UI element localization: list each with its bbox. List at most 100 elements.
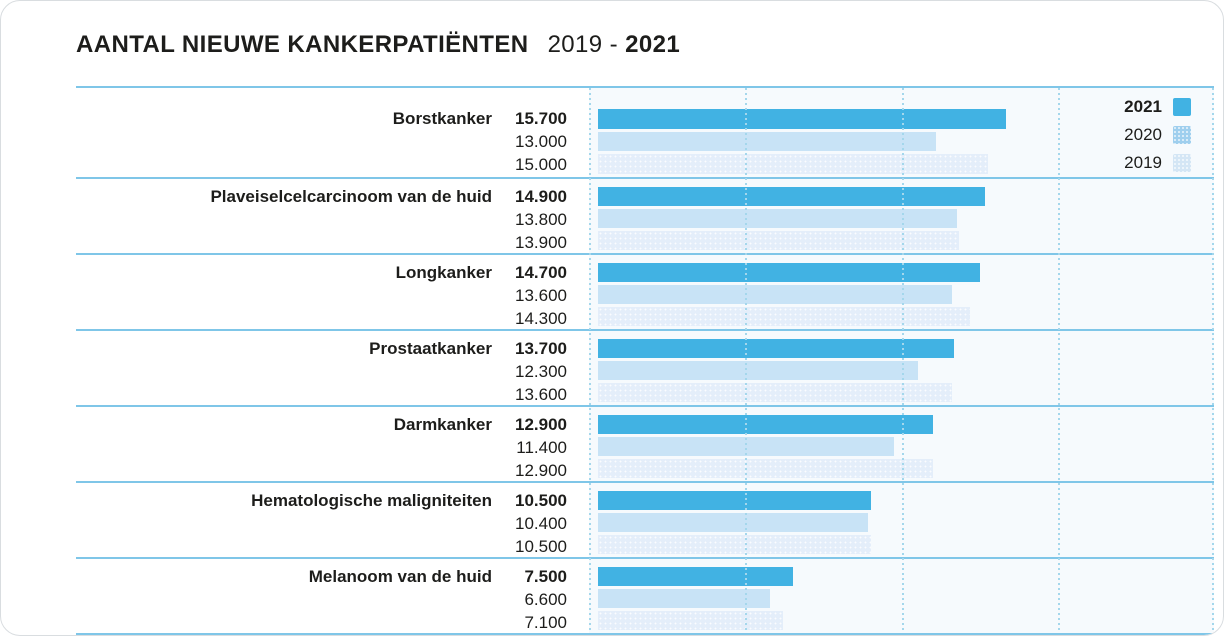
label-line: Prostaatkanker 13.700 [76,339,567,359]
label-line: Melanoom van de huid 7.500 [76,567,567,587]
value-label-2021: 14.700 [515,263,567,282]
vertical-gridline [745,88,747,633]
row-bars [598,415,1214,481]
legend-label-2021: 2021 [1124,97,1162,116]
row-labels: Plaveiselcelcarcinoom van de huid 14.900 1… [76,187,567,253]
label-line: Darmkanker 12.900 [76,415,567,435]
value-label-2021: 13.700 [515,339,567,358]
bar-2020 [598,361,918,380]
label-line: 7.100 [76,613,567,633]
value-label-2019: 15.000 [515,155,567,174]
bar-2019 [598,535,871,554]
value-label-2019: 13.600 [515,385,567,404]
legend: 2021 2020 2019 [1124,97,1191,182]
bar-2019 [598,459,933,478]
vertical-gridline [902,88,904,633]
row-bars [598,491,1214,557]
row-bars [598,567,1214,633]
title-year-bold: 2021 [625,31,681,58]
bar-2021 [598,109,1006,129]
label-line: Borstkanker 15.700 [76,109,567,129]
bar-2021 [598,339,954,358]
row-bars [598,109,1214,177]
value-label-2020: 11.400 [516,438,567,457]
legend-label-2020: 2020 [1124,125,1162,144]
category-label: Hematologische maligniteiten [251,491,492,510]
row-labels: Hematologische maligniteiten 10.500 10.400… [76,491,567,557]
legend-swatch-2019-icon [1173,154,1191,172]
value-label-2021: 10.500 [515,491,567,510]
value-label-2019: 12.900 [515,461,567,480]
value-label-2020: 12.300 [515,362,567,381]
row-labels: Melanoom van de huid 7.500 6.600 7.100 [76,567,567,633]
bar-2019 [598,231,959,250]
bar-2020 [598,131,936,152]
category-label: Melanoom van de huid [308,567,492,586]
label-line: Hematologische maligniteiten 10.500 [76,491,567,511]
vertical-gridline [1212,88,1214,633]
legend-item-2021: 2021 [1124,97,1191,116]
bar-2019 [598,383,952,402]
bar-2021 [598,415,933,434]
legend-swatch-2021-icon [1173,98,1191,116]
legend-item-2019: 2019 [1124,153,1191,172]
chart-row: Darmkanker 12.900 11.400 12.900 [76,407,1214,483]
chart-row: Melanoom van de huid 7.500 6.600 7.100 [76,559,1214,633]
legend-label-2019: 2019 [1124,153,1162,172]
chart-rows: Borstkanker 15.700 13.000 15.000 Plaveiselce… [76,88,1214,633]
category-label: Longkanker [395,263,492,282]
bar-2020 [598,209,957,228]
label-line: 6.600 [76,590,567,610]
category-label: Borstkanker [392,109,492,128]
legend-swatch-2020-icon [1173,126,1191,144]
value-label-2020: 13.600 [515,286,567,305]
row-bars [598,187,1214,253]
label-line: 13.600 [76,385,567,405]
label-line: 13.600 [76,286,567,306]
legend-item-2020: 2020 [1124,125,1191,144]
row-labels: Prostaatkanker 13.700 12.300 13.600 [76,339,567,405]
label-line: 14.300 [76,309,567,329]
bar-2020 [598,513,868,532]
bar-2021 [598,491,871,510]
bar-2019 [598,154,988,175]
value-label-2021: 7.500 [524,567,567,586]
value-label-2019: 13.900 [515,233,567,252]
bar-2020 [598,285,952,304]
chart-row: Longkanker 14.700 13.600 14.300 [76,255,1214,331]
bar-2020 [598,589,770,608]
row-bars [598,263,1214,329]
label-line: 10.400 [76,514,567,534]
value-label-2021: 15.700 [515,109,567,128]
category-label: Darmkanker [393,415,492,434]
value-label-2020: 13.800 [515,210,567,229]
title-main: AANTAL NIEUWE KANKERPATIËNTEN [76,31,529,58]
row-bars [598,339,1214,405]
bar-chart: Borstkanker 15.700 13.000 15.000 Plaveiselce… [76,86,1214,635]
value-label-2020: 10.400 [515,514,567,533]
value-label-2021: 14.900 [515,187,567,206]
value-label-2020: 6.600 [524,590,567,609]
row-labels: Longkanker 14.700 13.600 14.300 [76,263,567,329]
bar-2021 [598,187,985,206]
value-label-2020: 13.000 [515,132,567,151]
bar-2021 [598,567,793,586]
label-line: 13.800 [76,210,567,230]
bar-2019 [598,307,970,326]
label-line: 10.500 [76,537,567,557]
chart-row: Hematologische maligniteiten 10.500 10.400… [76,483,1214,559]
row-labels: Darmkanker 12.900 11.400 12.900 [76,415,567,481]
vertical-gridline [589,88,591,633]
vertical-gridline [1058,88,1060,633]
chart-row: Prostaatkanker 13.700 12.300 13.600 [76,331,1214,407]
chart-row: Borstkanker 15.700 13.000 15.000 [76,88,1214,179]
label-line: 12.900 [76,461,567,481]
label-line: 13.900 [76,233,567,253]
label-line: Longkanker 14.700 [76,263,567,283]
category-label: Plaveiselcelcarcinoom van de huid [210,187,492,206]
value-label-2019: 14.300 [515,309,567,328]
value-label-2021: 12.900 [515,415,567,434]
bar-2021 [598,263,980,282]
chart-row: Plaveiselcelcarcinoom van de huid 14.900 1… [76,179,1214,255]
